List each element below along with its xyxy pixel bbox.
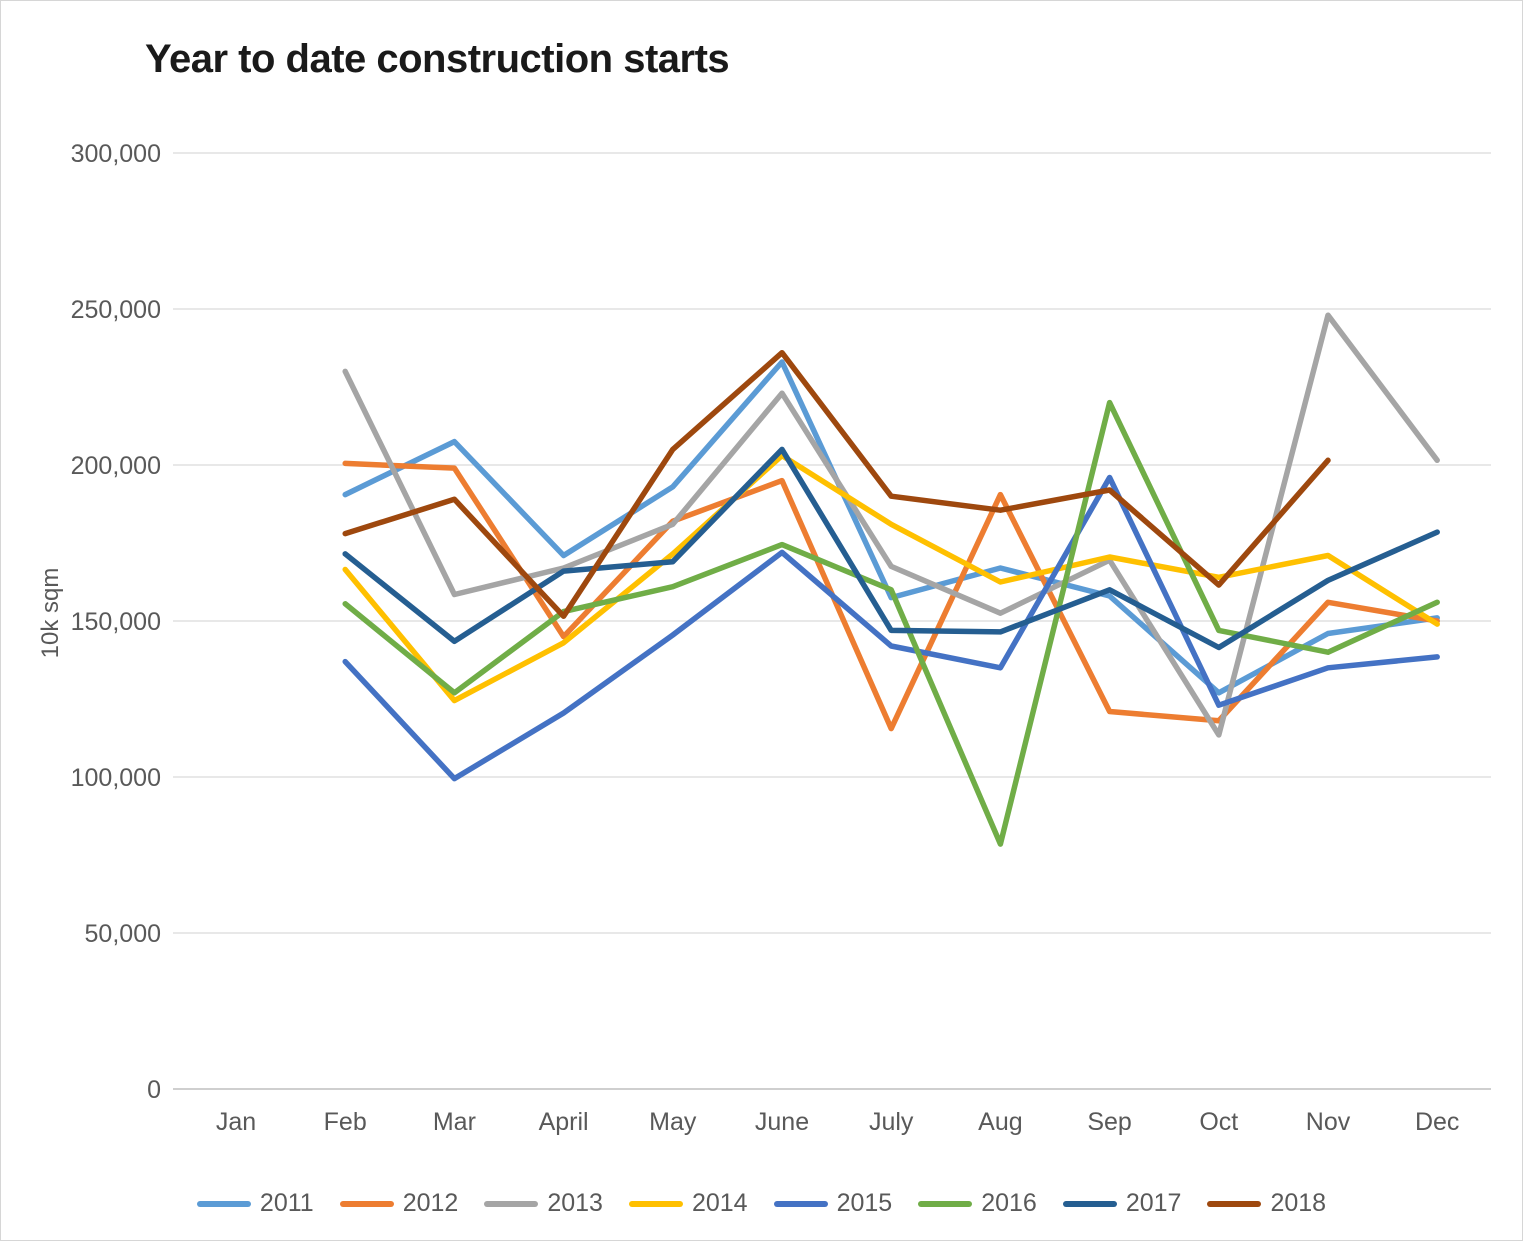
x-tick-label: July (869, 1108, 914, 1136)
y-axis-title: 10k sqm (37, 568, 64, 659)
legend-swatch-2011 (196, 1200, 251, 1207)
legend-label: 2016 (981, 1189, 1037, 1217)
legend-item-2018[interactable]: 2018 (1207, 1189, 1326, 1218)
legend-item-2015[interactable]: 2015 (773, 1189, 893, 1218)
y-tick-label: 150,000 (71, 608, 161, 636)
legend-item-2017[interactable]: 2017 (1062, 1189, 1182, 1218)
series-line-2014[interactable] (342, 452, 1440, 704)
legend-item-2012[interactable]: 2012 (339, 1189, 459, 1218)
legend-label: 2014 (691, 1189, 748, 1217)
x-tick-label: April (539, 1108, 589, 1136)
legend-swatch-2016 (918, 1200, 973, 1207)
x-tick-label: June (755, 1108, 809, 1136)
legend-swatch-2013 (484, 1200, 539, 1207)
x-tick-label: Sep (1087, 1108, 1131, 1136)
y-tick-label: 200,000 (71, 452, 161, 480)
series-line-2018[interactable] (342, 349, 1331, 620)
x-tick-label: Oct (1199, 1108, 1238, 1136)
legend-label: 2015 (836, 1189, 893, 1217)
x-tick-label: Nov (1306, 1108, 1351, 1136)
y-tick-label: 0 (147, 1076, 161, 1104)
y-tick-label: 300,000 (71, 140, 161, 168)
legend-swatch-2017 (1062, 1200, 1117, 1207)
legend-swatch-2014 (628, 1200, 683, 1207)
y-tick-label: 50,000 (85, 920, 161, 948)
legend-label: 2013 (547, 1189, 603, 1217)
y-tick-label: 250,000 (71, 296, 161, 324)
legend-label: 2018 (1270, 1189, 1327, 1217)
x-tick-label: Mar (433, 1108, 476, 1136)
legend-item-2013[interactable]: 2013 (484, 1189, 603, 1218)
legend-label: 2017 (1125, 1189, 1182, 1217)
y-tick-label: 100,000 (71, 764, 161, 792)
series-line-2011[interactable] (342, 359, 1440, 696)
legend-item-2016[interactable]: 2016 (918, 1189, 1037, 1218)
legend-swatch-2012 (339, 1200, 394, 1207)
x-tick-label: May (649, 1108, 697, 1136)
legend-swatch-2018 (1207, 1200, 1262, 1207)
legend-swatch-2015 (773, 1200, 828, 1207)
legend-label: 2012 (402, 1189, 459, 1217)
x-tick-label: Aug (978, 1108, 1022, 1136)
legend-item-2011[interactable]: 2011 (196, 1189, 314, 1218)
x-tick-label: Jan (216, 1108, 256, 1136)
chart-title: Year to date construction starts (145, 37, 730, 81)
x-tick-label: Feb (324, 1108, 367, 1136)
chart-legend: 2011 2012 2013 2014 2015 2016 2017 2018 (1, 1189, 1522, 1218)
legend-label: 2011 (259, 1189, 314, 1217)
series-line-2017[interactable] (342, 446, 1440, 651)
legend-item-2014[interactable]: 2014 (628, 1189, 748, 1218)
series-line-2016[interactable] (342, 399, 1440, 847)
x-tick-label: Dec (1415, 1108, 1459, 1136)
series-line-2015[interactable] (342, 474, 1440, 782)
